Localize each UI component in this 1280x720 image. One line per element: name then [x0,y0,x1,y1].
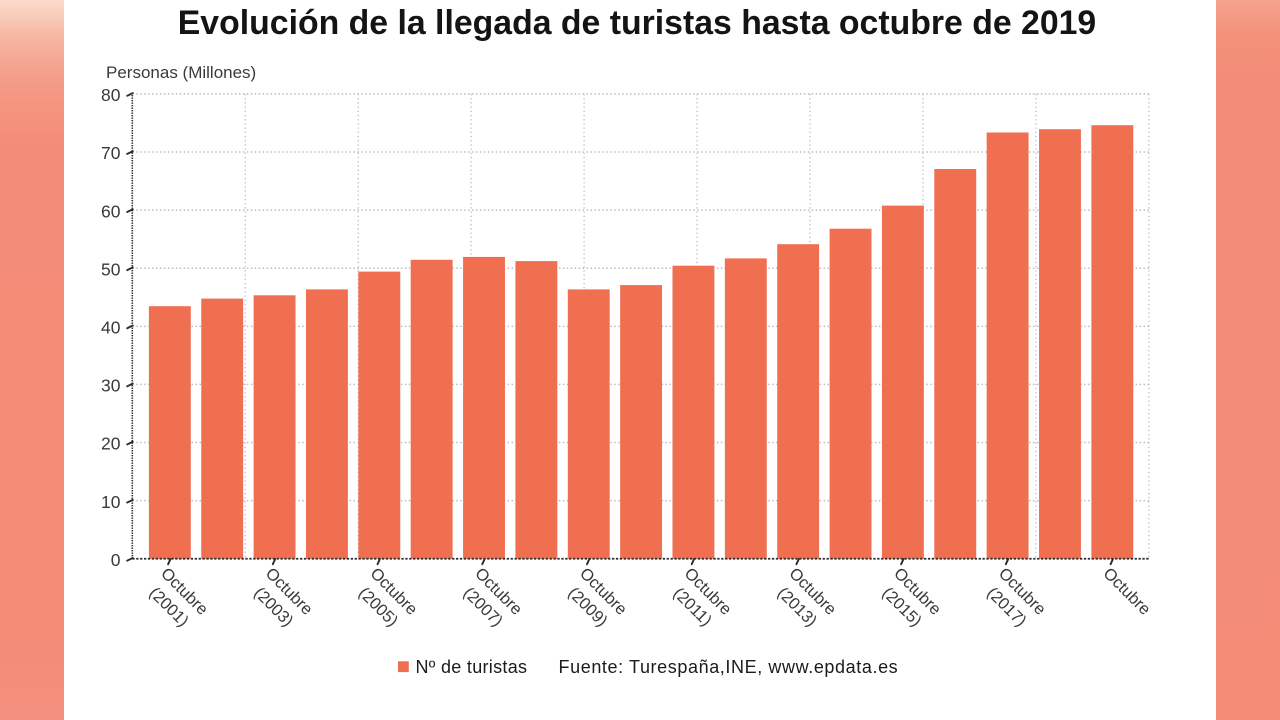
svg-text:Octubre(2013): Octubre(2013) [770,564,840,634]
svg-text:10: 10 [101,492,121,512]
svg-text:Fuente: Turespaña,INE, www.epd: Fuente: Turespaña,INE, www.epdata.es [559,657,899,677]
svg-text:20: 20 [101,434,121,454]
svg-text:Octubre(2011): Octubre(2011) [665,564,735,634]
svg-text:Octubre(2009): Octubre(2009) [561,564,631,634]
svg-text:50: 50 [101,259,121,279]
svg-text:40: 40 [101,318,121,338]
svg-text:60: 60 [101,201,121,221]
svg-text:70: 70 [101,143,121,163]
svg-text:30: 30 [101,376,121,396]
svg-text:Octubre(2005): Octubre(2005) [351,564,421,634]
svg-text:Octubre(2001): Octubre(2001) [142,564,212,634]
svg-text:Octubre: Octubre [1100,564,1154,618]
svg-text:Nº de turistas: Nº de turistas [416,657,528,677]
svg-text:Octubre(2003): Octubre(2003) [246,564,316,634]
svg-text:Octubre(2007): Octubre(2007) [456,564,526,634]
svg-text:Octubre(2015): Octubre(2015) [875,564,945,634]
svg-text:80: 80 [101,85,121,105]
svg-text:Octubre(2017): Octubre(2017) [979,564,1049,634]
svg-text:0: 0 [111,550,121,570]
